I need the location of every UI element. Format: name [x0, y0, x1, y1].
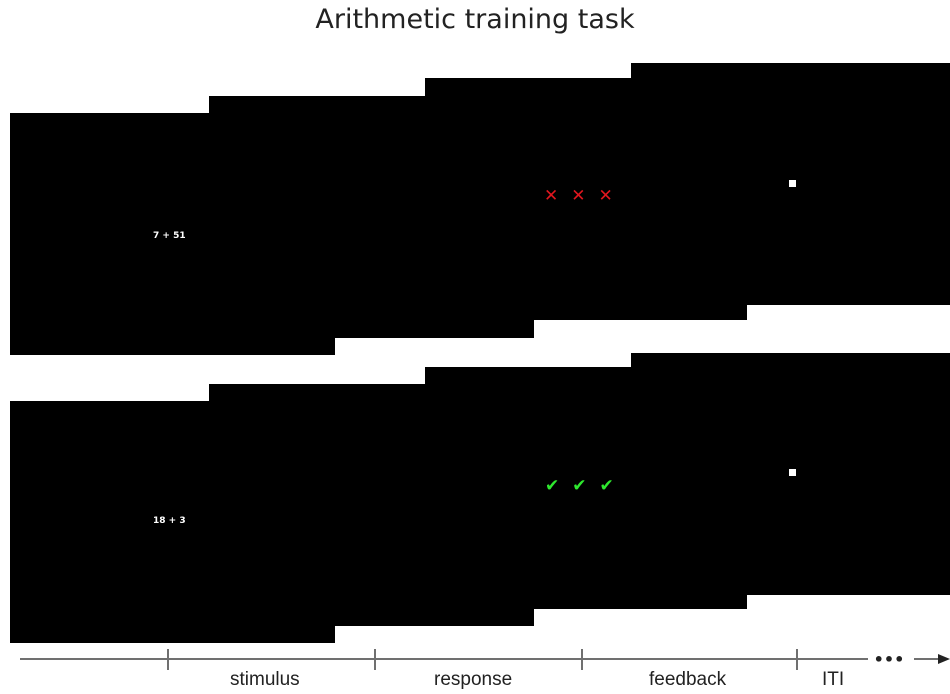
cross-icon: ✕ [598, 186, 613, 206]
diagram-title: Arithmetic training task [315, 4, 635, 35]
fixation-point [789, 180, 796, 187]
cross-icon: ✕ [544, 186, 559, 206]
timeline: ••• [20, 649, 950, 670]
check-icon: ✔ [599, 476, 614, 496]
stimulus-text: 18 + 3 [153, 516, 186, 526]
phase-label-iti: ITI [822, 669, 845, 690]
phase-label-stimulus: stimulus [230, 669, 300, 690]
cross-icon: ✕ [571, 186, 586, 206]
feedback-marks-incorrect: ✕ ✕ ✕ [544, 188, 613, 205]
phase-label-feedback: feedback [649, 669, 727, 690]
phase-label-response: response [434, 669, 513, 690]
stimulus-text: 7 + 51 [153, 231, 186, 241]
check-icon: ✔ [545, 476, 560, 496]
feedback-marks-correct: ✔ ✔ ✔ [545, 478, 614, 495]
check-icon: ✔ [572, 476, 587, 496]
timeline-continuation: ••• [874, 650, 905, 669]
fixation-point [789, 469, 796, 476]
arrow-head-icon [938, 654, 950, 664]
iti-screen [631, 63, 950, 305]
iti-screen [631, 353, 950, 595]
